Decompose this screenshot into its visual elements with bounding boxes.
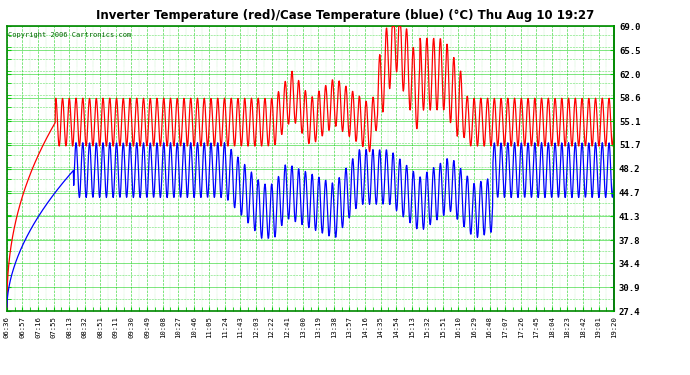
Text: Inverter Temperature (red)/Case Temperature (blue) (°C) Thu Aug 10 19:27: Inverter Temperature (red)/Case Temperat… <box>96 9 594 22</box>
Text: Copyright 2006 Cartronics.com: Copyright 2006 Cartronics.com <box>8 32 131 38</box>
